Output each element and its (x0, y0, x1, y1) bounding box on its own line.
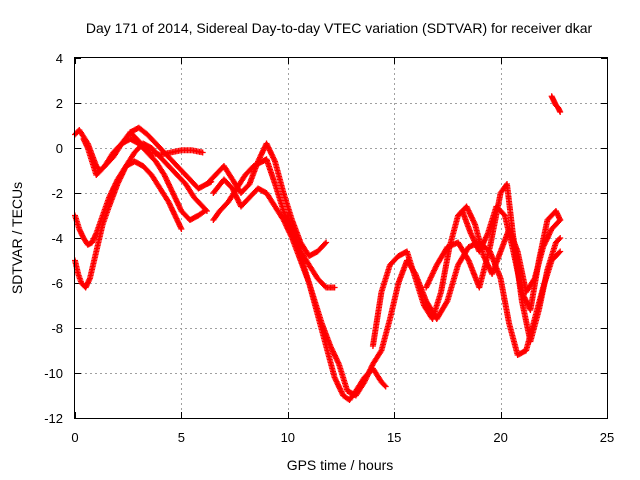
data-point (201, 208, 208, 214)
y-tick-label: 0 (56, 141, 63, 156)
data-point (381, 382, 388, 389)
data-points (72, 93, 564, 403)
y-tick-label: -2 (51, 186, 63, 201)
data-point (199, 149, 206, 156)
x-tick-label: 25 (600, 430, 614, 445)
y-tick-label: -6 (51, 276, 63, 291)
data-point (557, 217, 564, 223)
tick-labels: 0 5 10 15 20 25 -12 -10 -8 -6 -4 -2 0 2 4 (44, 51, 614, 445)
data-point (464, 256, 471, 263)
series-pass-i (284, 212, 564, 399)
data-point (443, 299, 450, 306)
y-tick-label: -10 (44, 366, 63, 381)
series-pass-a (72, 158, 185, 248)
x-tick-label: 15 (387, 430, 401, 445)
data-point (556, 236, 563, 243)
data-point (557, 235, 564, 241)
x-axis-label: GPS time / hours (287, 457, 394, 473)
y-axis-label: SDTVAR / TECUs (9, 182, 25, 294)
data-point (323, 239, 330, 246)
series-pass-h (203, 140, 330, 259)
x-tick-label: 5 (178, 430, 185, 445)
data-point (322, 240, 329, 247)
data-point (382, 383, 389, 390)
y-tick-label: 4 (56, 51, 63, 66)
plot-frame (74, 57, 608, 419)
data-point (178, 226, 185, 232)
y-tick-label: -8 (51, 321, 63, 336)
y-tick-label: 2 (56, 96, 63, 111)
data-point (331, 284, 338, 291)
data-point (557, 248, 564, 255)
x-tick-label: 10 (281, 430, 295, 445)
series-pass-e (127, 129, 206, 158)
data-point (556, 249, 563, 256)
y-tick-label: -4 (51, 231, 63, 246)
x-tick-label: 0 (71, 430, 78, 445)
series-pass-b (72, 140, 210, 291)
x-tick-label: 20 (493, 430, 507, 445)
series-pass-l (459, 203, 564, 313)
data-point (200, 208, 207, 215)
series-pass-f (210, 176, 389, 403)
data-point (557, 109, 564, 115)
chart-title: Day 171 of 2014, Sidereal Day-to-day VTE… (86, 20, 593, 36)
y-tick-label: -12 (44, 411, 63, 426)
series-pass-m (548, 93, 564, 115)
